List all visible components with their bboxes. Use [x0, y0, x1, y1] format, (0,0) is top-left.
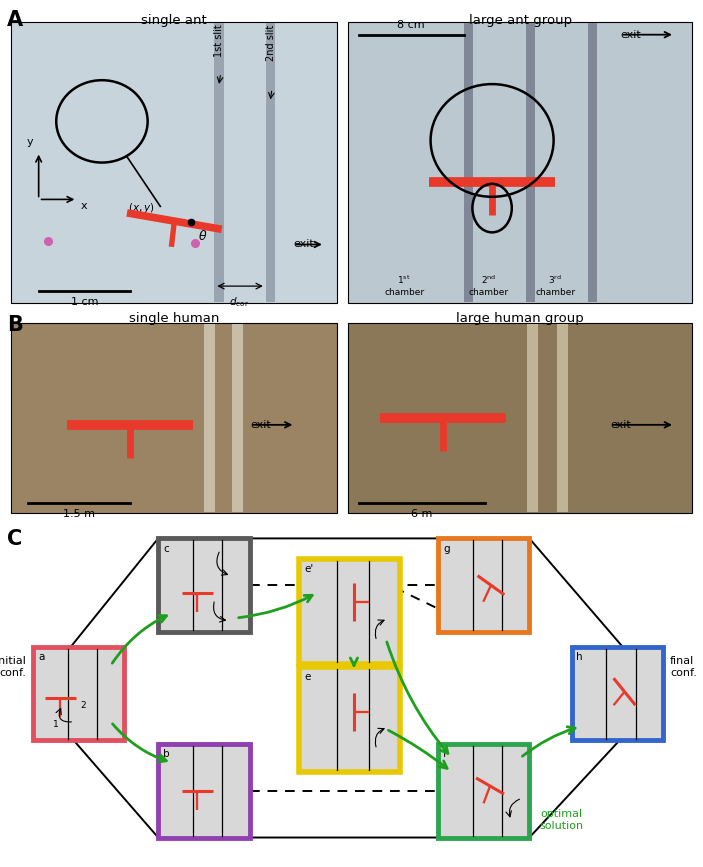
Text: 1$^\mathrm{st}$
chamber: 1$^\mathrm{st}$ chamber: [384, 274, 425, 297]
Text: final
conf.: final conf.: [670, 656, 697, 678]
FancyBboxPatch shape: [214, 23, 224, 302]
Text: y: y: [27, 137, 33, 147]
Text: c: c: [163, 544, 169, 554]
Text: $d_\mathrm{cor}$: $d_\mathrm{cor}$: [229, 295, 249, 309]
Text: 3$^\mathrm{rd}$
chamber: 3$^\mathrm{rd}$ chamber: [535, 274, 576, 297]
FancyBboxPatch shape: [11, 323, 337, 513]
FancyBboxPatch shape: [348, 323, 692, 513]
FancyBboxPatch shape: [557, 324, 568, 512]
Text: e: e: [304, 673, 311, 682]
FancyBboxPatch shape: [348, 22, 692, 303]
FancyBboxPatch shape: [527, 324, 538, 512]
FancyBboxPatch shape: [438, 538, 529, 632]
Text: C: C: [7, 529, 22, 549]
Text: initial
conf.: initial conf.: [0, 656, 26, 678]
Text: exit: exit: [620, 29, 641, 40]
FancyBboxPatch shape: [299, 559, 399, 663]
Text: optimal
solution: optimal solution: [540, 810, 584, 831]
Text: large human group: large human group: [456, 312, 584, 325]
FancyBboxPatch shape: [266, 23, 275, 302]
FancyBboxPatch shape: [299, 668, 399, 772]
Text: 1 cm: 1 cm: [70, 297, 98, 307]
FancyBboxPatch shape: [438, 744, 529, 838]
Text: 2$^\mathrm{nd}$
chamber: 2$^\mathrm{nd}$ chamber: [468, 274, 509, 297]
FancyBboxPatch shape: [11, 22, 337, 303]
Text: a: a: [38, 652, 44, 662]
FancyBboxPatch shape: [158, 538, 250, 632]
Text: single human: single human: [129, 312, 219, 325]
Text: f: f: [443, 749, 446, 759]
Text: A: A: [7, 10, 23, 30]
Text: 1: 1: [53, 720, 59, 729]
Text: b: b: [163, 749, 169, 759]
Text: e': e': [304, 564, 314, 574]
FancyBboxPatch shape: [572, 647, 663, 740]
Text: large ant group: large ant group: [469, 14, 572, 27]
FancyBboxPatch shape: [464, 23, 473, 302]
Text: 6 m: 6 m: [411, 509, 432, 519]
Text: x: x: [81, 201, 87, 212]
Text: 8 cm: 8 cm: [397, 20, 425, 30]
FancyBboxPatch shape: [588, 23, 597, 302]
Text: 2: 2: [81, 701, 86, 710]
Text: B: B: [7, 315, 23, 335]
Text: 1.5 m: 1.5 m: [63, 509, 96, 519]
Text: 2nd slit: 2nd slit: [266, 24, 276, 61]
Text: exit: exit: [610, 420, 631, 430]
Text: exit: exit: [294, 239, 315, 250]
Text: $\theta$: $\theta$: [198, 229, 207, 243]
FancyBboxPatch shape: [232, 324, 243, 512]
FancyBboxPatch shape: [204, 324, 215, 512]
Text: 1st slit: 1st slit: [214, 24, 224, 57]
Text: h: h: [576, 652, 583, 662]
Text: single ant: single ant: [141, 14, 207, 27]
Text: g: g: [443, 544, 449, 554]
FancyBboxPatch shape: [158, 744, 250, 838]
Text: $(x, y)$: $(x, y)$: [128, 201, 155, 215]
Text: exit: exit: [250, 420, 271, 430]
FancyBboxPatch shape: [33, 647, 124, 740]
FancyBboxPatch shape: [526, 23, 535, 302]
